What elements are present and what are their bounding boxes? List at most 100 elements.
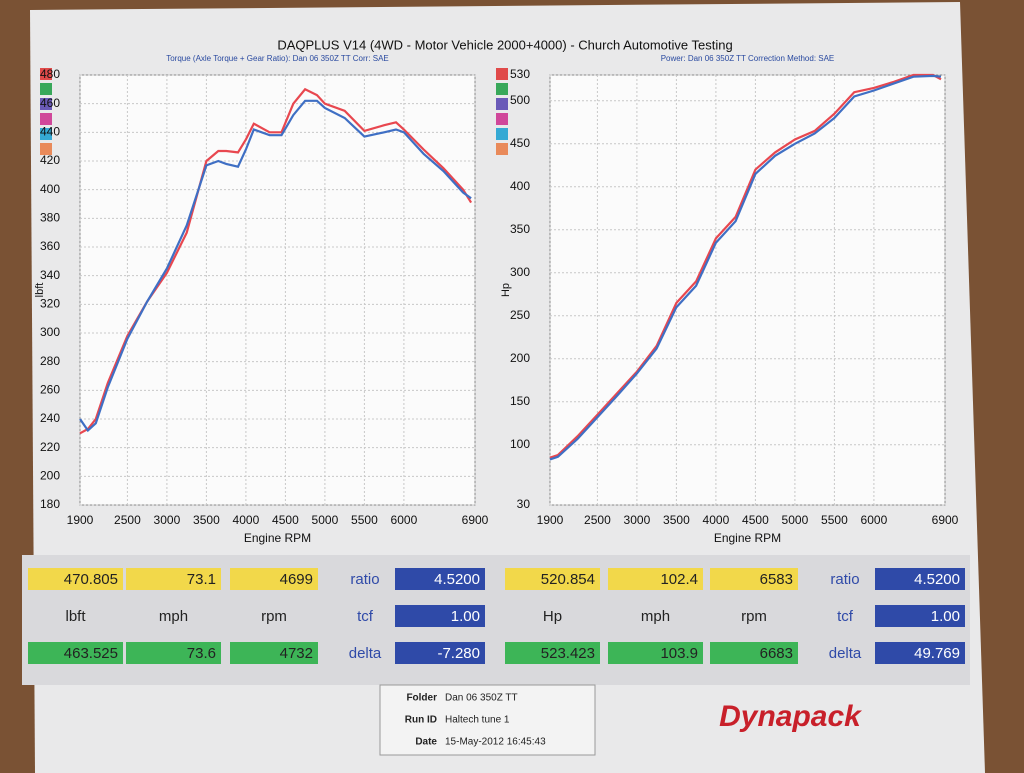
line-series <box>549 74 942 461</box>
x-axis-label: Engine RPM <box>244 531 311 545</box>
info-label: Run ID <box>405 715 437 726</box>
swatch <box>496 68 508 80</box>
readout-text: mph <box>159 608 188 625</box>
swatch <box>40 113 52 125</box>
x-tick-label: 4500 <box>742 513 769 527</box>
chart-subtitle: Torque (Axle Torque + Gear Ratio): Dan 0… <box>166 54 389 63</box>
swatch <box>496 143 508 155</box>
info-value: Haltech tune 1 <box>445 715 510 726</box>
readout-text: mph <box>641 608 670 625</box>
line-series <box>549 73 942 459</box>
readout-text: rpm <box>741 608 767 625</box>
y-axis-label: Hp <box>500 283 512 297</box>
x-tick-label: 3500 <box>663 513 690 527</box>
readout-text: 102.4 <box>660 571 698 588</box>
x-tick-label: 1900 <box>537 513 564 527</box>
readout-box <box>28 568 123 590</box>
readout-text: rpm <box>261 608 287 625</box>
x-tick-label: 3000 <box>154 513 181 527</box>
y-tick-label: 260 <box>40 383 60 397</box>
y-axis-label: lbft <box>34 283 46 298</box>
info-value: Dan 06 350Z TT <box>445 693 518 704</box>
readout-text: 4699 <box>280 571 313 588</box>
readout-box <box>126 642 221 664</box>
readout-text: 1.00 <box>931 608 960 625</box>
info-box <box>379 684 596 756</box>
readout-box <box>28 642 123 664</box>
y-tick-label: 460 <box>40 96 60 110</box>
y-tick-label: 380 <box>40 211 60 225</box>
readout-text: delta <box>829 645 862 662</box>
y-tick-label: 150 <box>510 394 530 408</box>
readout-text: 6583 <box>760 571 793 588</box>
readout-box <box>230 642 318 664</box>
x-tick-label: 1900 <box>67 513 94 527</box>
x-tick-label: 3500 <box>193 513 220 527</box>
plot-area <box>79 74 476 506</box>
readout-text: Hp <box>543 608 562 625</box>
readout-box <box>710 568 798 590</box>
readout-text: 4.5200 <box>914 571 960 588</box>
y-tick-label: 220 <box>40 440 60 454</box>
readout-text: 4732 <box>280 645 313 662</box>
plot-area <box>549 74 946 506</box>
readout-box <box>505 642 600 664</box>
swatch <box>496 128 508 140</box>
readout-text: 470.805 <box>64 571 118 588</box>
y-tick-label: 400 <box>40 182 60 196</box>
swatch <box>496 113 508 125</box>
y-tick-label: 320 <box>40 297 60 311</box>
y-tick-label: 240 <box>40 411 60 425</box>
readout-box <box>395 642 485 664</box>
y-tick-label: 440 <box>40 125 60 139</box>
y-tick-label: 180 <box>40 497 60 511</box>
swatch <box>496 98 508 110</box>
y-tick-label: 300 <box>40 325 60 339</box>
readout-text: 49.769 <box>914 645 960 662</box>
readout-text: 4.5200 <box>434 571 480 588</box>
x-tick-label: 6900 <box>462 513 489 527</box>
readout-box <box>875 605 965 627</box>
readout-text: -7.280 <box>437 645 480 662</box>
readout-text: 1.00 <box>451 608 480 625</box>
swatch <box>40 98 52 110</box>
y-tick-label: 500 <box>510 93 530 107</box>
x-tick-label: 5000 <box>782 513 809 527</box>
y-tick-label: 200 <box>510 351 530 365</box>
readout-text: 523.423 <box>541 645 595 662</box>
x-tick-label: 5500 <box>821 513 848 527</box>
x-tick-label: 2500 <box>584 513 611 527</box>
readout-text: 73.6 <box>187 645 216 662</box>
y-tick-label: 30 <box>517 497 531 511</box>
x-tick-label: 6000 <box>861 513 888 527</box>
readout-text: tcf <box>837 608 854 625</box>
logo: Dynapack <box>719 700 862 733</box>
page-title: DAQPLUS V14 (4WD - Motor Vehicle 2000+40… <box>277 37 732 52</box>
readout-box <box>875 642 965 664</box>
y-tick-label: 350 <box>510 222 530 236</box>
readout-box <box>230 568 318 590</box>
x-tick-label: 6900 <box>932 513 959 527</box>
swatch <box>40 128 52 140</box>
readout-text: ratio <box>830 571 859 588</box>
info-label: Folder <box>406 693 437 704</box>
x-tick-label: 3000 <box>624 513 651 527</box>
info-value: 15-May-2012 16:45:43 <box>445 737 546 748</box>
x-tick-label: 6000 <box>391 513 418 527</box>
y-tick-label: 340 <box>40 268 60 282</box>
readout-text: ratio <box>350 571 379 588</box>
y-tick-label: 360 <box>40 239 60 253</box>
y-tick-label: 480 <box>40 67 60 81</box>
readout-text: tcf <box>357 608 374 625</box>
y-tick-label: 450 <box>510 136 530 150</box>
readout-box <box>126 568 221 590</box>
swatch <box>496 83 508 95</box>
chart-subtitle: Power: Dan 06 350Z TT Correction Method:… <box>661 54 835 63</box>
readout-text: 73.1 <box>187 571 216 588</box>
readout-text: 463.525 <box>64 645 118 662</box>
readout-text: delta <box>349 645 382 662</box>
x-tick-label: 2500 <box>114 513 141 527</box>
swatch <box>40 83 52 95</box>
